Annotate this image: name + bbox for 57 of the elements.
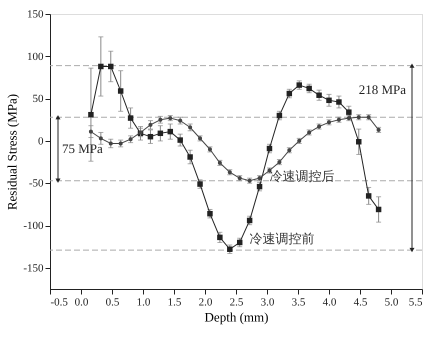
y-tick-label: 0 [38, 135, 44, 148]
point [207, 210, 213, 216]
y-tick-label: -150 [23, 262, 44, 274]
point [366, 193, 372, 199]
x-tick-label: 4.5 [354, 296, 368, 308]
point [236, 240, 242, 246]
point [266, 146, 272, 152]
point [108, 141, 113, 146]
point [346, 109, 352, 115]
x-tick-label: 1.0 [136, 296, 151, 308]
x-tick-label: 0.5 [106, 296, 120, 308]
x-tick-label: 4.0 [322, 296, 337, 308]
annotation: 75 MPa [62, 140, 104, 156]
point [197, 181, 203, 187]
x-tick-label: 1.5 [168, 296, 182, 308]
x-tick-label: 5.0 [384, 296, 399, 308]
x-tick-label: 3.0 [260, 296, 275, 308]
x-tick-label: 2.5 [230, 296, 244, 308]
x-axis-title: Depth (mm) [204, 310, 268, 324]
x-tick-label: -0.5 [50, 296, 68, 308]
x-tick-label: 5.5 [408, 296, 423, 308]
point [108, 64, 114, 70]
point [148, 134, 154, 140]
series-label: 冷速调控前 [250, 232, 315, 248]
y-tick-label: -100 [23, 220, 44, 232]
y-tick-label: 50 [32, 93, 44, 106]
series-label: 冷速调控后 [269, 169, 334, 184]
point [227, 246, 233, 252]
x-tick-label: 2.0 [198, 296, 213, 308]
point [326, 98, 332, 104]
point [148, 122, 152, 127]
point [376, 206, 382, 212]
point [187, 154, 193, 160]
x-tick-label: 3.5 [292, 296, 306, 308]
point [128, 115, 134, 121]
point [98, 136, 103, 140]
point [168, 128, 174, 134]
point [177, 137, 183, 143]
annotation: 218 MPa [358, 82, 406, 98]
point [336, 99, 342, 105]
y-tick-label: 150 [27, 8, 44, 20]
y-tick-label: -50 [28, 178, 44, 190]
point [356, 139, 362, 145]
point [286, 90, 292, 96]
point [88, 130, 93, 134]
point [158, 130, 164, 136]
y-axis-title: Residual Stress (MPa) [4, 94, 20, 210]
y-tick-label: 100 [27, 50, 44, 63]
point [246, 218, 252, 224]
point [316, 92, 322, 98]
point [217, 234, 223, 240]
point [276, 112, 282, 118]
point [118, 88, 124, 94]
point [306, 86, 312, 92]
x-tick-label: 0.0 [74, 296, 89, 308]
point [88, 112, 94, 118]
point [98, 64, 104, 70]
